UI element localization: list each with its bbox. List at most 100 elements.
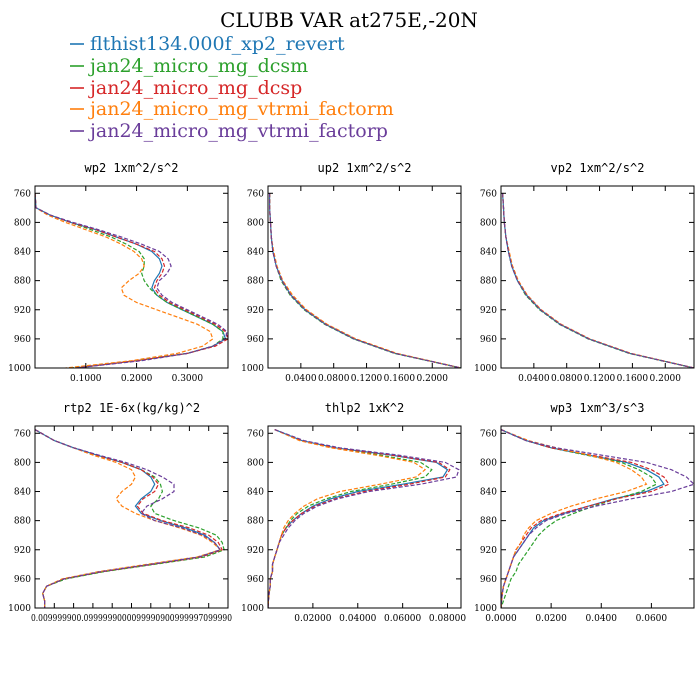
panel-title: wp3 1xm^3/s^3 bbox=[551, 401, 645, 415]
series-line bbox=[501, 429, 658, 608]
y-tick-label: 840 bbox=[480, 488, 497, 498]
y-tick-label: 840 bbox=[14, 488, 31, 498]
x-tick-label: 0.009999900.0999999000099990900999997099… bbox=[31, 614, 232, 624]
y-tick-label: 880 bbox=[480, 277, 497, 287]
y-tick-label: 840 bbox=[480, 248, 497, 258]
y-tick-label: 960 bbox=[480, 335, 497, 345]
series-group bbox=[35, 429, 225, 608]
y-tick-label: 880 bbox=[14, 277, 31, 287]
x-tick-label: 0.08000 bbox=[429, 614, 466, 624]
series-line bbox=[35, 429, 225, 608]
legend-label: jan24_micro_mg_vtrmi_factorp bbox=[88, 120, 388, 142]
legend-item: jan24_micro_mg_vtrmi_factorp bbox=[70, 120, 388, 142]
x-tick-label: 0.1200 bbox=[584, 374, 616, 384]
x-tick-label: 0.0200 bbox=[535, 614, 567, 624]
series-line bbox=[35, 193, 228, 368]
x-tick-label: 0.02000 bbox=[294, 614, 331, 624]
x-tick-label: 0.0400 bbox=[518, 374, 550, 384]
chart-panel: wp3 1xm^3/s^3 760 800 840 880 920 960 10000.000… bbox=[474, 401, 695, 624]
legend-item: jan24_micro_mg_dcsp bbox=[70, 77, 302, 99]
x-tick-label: 0.04000 bbox=[339, 614, 376, 624]
x-tick-label: 0.0600 bbox=[636, 614, 668, 624]
legend-label: jan24_micro_mg_dcsm bbox=[88, 55, 308, 77]
y-tick-label: 880 bbox=[247, 277, 264, 287]
x-tick-label: 0.3000 bbox=[172, 374, 204, 384]
y-tick-label: 760 bbox=[247, 429, 264, 439]
series-line bbox=[35, 429, 222, 608]
legend-label: flthist134.000f_xp2_revert bbox=[90, 33, 345, 55]
legend-item: jan24_micro_mg_dcsm bbox=[70, 55, 308, 77]
y-tick-label: 920 bbox=[247, 546, 264, 556]
y-tick-label: 1000 bbox=[8, 364, 31, 374]
y-tick-label: 920 bbox=[247, 306, 264, 316]
x-tick-label: 0.0800 bbox=[551, 374, 583, 384]
y-tick-label: 920 bbox=[14, 306, 31, 316]
x-tick-label: 0.0400 bbox=[586, 614, 618, 624]
y-tick-label: 960 bbox=[480, 575, 497, 585]
y-tick-label: 800 bbox=[14, 458, 31, 468]
x-tick-label: 0.0400 bbox=[285, 374, 317, 384]
legend-item: flthist134.000f_xp2_revert bbox=[70, 33, 345, 55]
series-line bbox=[35, 429, 224, 608]
y-tick-label: 1000 bbox=[474, 364, 497, 374]
x-tick-label: 0.2000 bbox=[121, 374, 153, 384]
y-tick-label: 760 bbox=[247, 189, 264, 199]
series-group bbox=[268, 429, 460, 608]
series-line bbox=[269, 193, 461, 368]
chart-panel: wp2 1xm^2/s^2 760 800 840 880 920 960 1000 0.100… bbox=[8, 161, 229, 384]
series-line bbox=[501, 429, 665, 608]
series-line bbox=[268, 429, 449, 608]
plot-frame bbox=[267, 185, 462, 369]
plot-frame bbox=[34, 425, 229, 609]
legend-label: jan24_micro_mg_dcsp bbox=[88, 77, 302, 99]
x-tick-label: 0.1000 bbox=[70, 374, 102, 384]
series-line bbox=[502, 193, 694, 368]
panel-title: wp2 1xm^2/s^2 bbox=[85, 161, 179, 175]
y-tick-label: 800 bbox=[247, 458, 264, 468]
y-tick-label: 920 bbox=[480, 306, 497, 316]
panel-title: thlp2 1xK^2 bbox=[325, 401, 404, 415]
y-tick-label: 960 bbox=[14, 335, 31, 345]
y-tick-label: 1000 bbox=[241, 604, 264, 614]
x-tick-label: 0.1200 bbox=[351, 374, 383, 384]
y-tick-label: 800 bbox=[14, 218, 31, 228]
series-group bbox=[501, 429, 694, 608]
y-tick-label: 960 bbox=[14, 575, 31, 585]
chart-panel: rtp2 1E-6x(kg/kg)^2 760 800 840 880 920 960 100… bbox=[8, 401, 232, 624]
series-line bbox=[35, 193, 214, 368]
series-line bbox=[35, 193, 228, 368]
chart-panel: vp2 1xm^2/s^2 760 800 840 880 920 960 1000 0.040… bbox=[474, 161, 695, 384]
y-tick-label: 960 bbox=[247, 575, 264, 585]
series-group bbox=[35, 193, 228, 368]
legend-item: jan24_micro_mg_vtrmi_factorm bbox=[70, 98, 394, 120]
plot-frame bbox=[500, 425, 695, 609]
legend-label: jan24_micro_mg_vtrmi_factorm bbox=[88, 98, 394, 120]
plot-frame bbox=[34, 185, 229, 369]
y-tick-label: 880 bbox=[247, 517, 264, 527]
y-tick-label: 840 bbox=[247, 488, 264, 498]
x-tick-label: 0.2000 bbox=[417, 374, 449, 384]
x-tick-label: 0.0000 bbox=[485, 614, 517, 624]
x-tick-label: 0.1600 bbox=[384, 374, 416, 384]
legend: flthist134.000f_xp2_revert jan24_micro_m… bbox=[70, 33, 394, 142]
y-tick-label: 760 bbox=[480, 189, 497, 199]
x-tick-label: 0.06000 bbox=[384, 614, 421, 624]
plot-frame bbox=[500, 185, 695, 369]
panels: wp2 1xm^2/s^2 760 800 840 880 920 960 1000 0.100… bbox=[8, 161, 695, 624]
y-tick-label: 760 bbox=[480, 429, 497, 439]
series-line bbox=[35, 193, 224, 368]
panel-title: rtp2 1E-6x(kg/kg)^2 bbox=[63, 401, 200, 415]
chart-panel: up2 1xm^2/s^2 760 800 840 880 920 960 1000 0.040… bbox=[241, 161, 462, 384]
y-tick-label: 1000 bbox=[474, 604, 497, 614]
y-tick-label: 1000 bbox=[8, 604, 31, 614]
x-tick-label: 0.2000 bbox=[650, 374, 682, 384]
x-tick-label: 0.1600 bbox=[617, 374, 649, 384]
series-line bbox=[269, 193, 461, 368]
y-tick-label: 760 bbox=[14, 189, 31, 199]
y-tick-label: 840 bbox=[14, 248, 31, 258]
series-group bbox=[269, 193, 461, 368]
y-tick-label: 920 bbox=[480, 546, 497, 556]
series-group bbox=[502, 193, 694, 368]
y-tick-label: 840 bbox=[247, 248, 264, 258]
y-tick-label: 920 bbox=[14, 546, 31, 556]
